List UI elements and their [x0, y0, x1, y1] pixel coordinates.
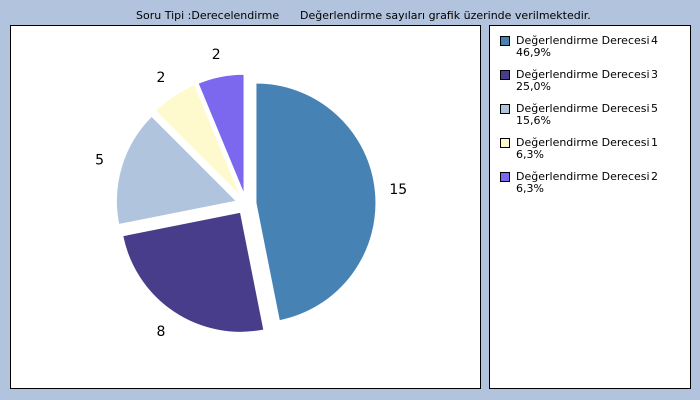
legend-level: 3 [651, 68, 658, 81]
pie-data-label: 15 [389, 182, 407, 198]
legend-item: Değerlendirme Derecesi 5 15,6% [500, 103, 685, 135]
legend-percent: 25,0% [516, 80, 551, 93]
legend-percent: 46,9% [516, 46, 551, 59]
legend-swatch [500, 104, 510, 114]
legend-label: Değerlendirme Derecesi [516, 102, 650, 115]
chart-note: Değerlendirme sayıları grafik üzerinde v… [300, 9, 591, 22]
legend-level: 4 [651, 34, 658, 47]
legend-swatch [500, 70, 510, 80]
legend-label: Değerlendirme Derecesi [516, 34, 650, 47]
legend-item: Değerlendirme Derecesi 4 46,9% [500, 35, 685, 67]
legend-label: Değerlendirme Derecesi [516, 170, 650, 183]
legend-item: Değerlendirme Derecesi 1 6,3% [500, 137, 685, 169]
pie-slice-level-2 [197, 73, 245, 195]
legend-percent: 6,3% [516, 182, 544, 195]
question-type-label: Soru Tipi :Derecelendirme [136, 9, 280, 22]
pie-data-label: 5 [95, 153, 104, 169]
pie-data-label: 2 [157, 70, 166, 86]
legend-swatch [500, 36, 510, 46]
pie-data-label: 2 [212, 47, 221, 63]
pie-slice-level-1 [154, 84, 241, 197]
legend-item: Değerlendirme Derecesi 3 25,0% [500, 69, 685, 101]
legend-percent: 6,3% [516, 148, 544, 161]
legend-percent: 15,6% [516, 114, 551, 127]
pie-data-label: 8 [157, 324, 166, 340]
pie-slice-level-4 [255, 82, 377, 322]
legend-swatch [500, 172, 510, 182]
legend-item: Değerlendirme Derecesi 2 6,3% [500, 171, 685, 203]
chart-header: Soru Tipi :Derecelendirme Değerlendirme … [0, 9, 700, 25]
pie-chart: 15 8 5 2 2 [95, 47, 407, 340]
pie-chart-panel: 15 8 5 2 2 [10, 25, 481, 389]
pie-slice-level-3 [122, 211, 265, 333]
pie-slice-level-5 [115, 115, 238, 226]
legend-level: 5 [651, 102, 658, 115]
legend-label: Değerlendirme Derecesi [516, 68, 650, 81]
legend-level: 2 [651, 170, 658, 183]
legend-panel: Değerlendirme Derecesi 4 46,9% Değerlendirm… [489, 25, 691, 389]
legend-level: 1 [651, 136, 658, 149]
legend-label: Değerlendirme Derecesi [516, 136, 650, 149]
legend-swatch [500, 138, 510, 148]
